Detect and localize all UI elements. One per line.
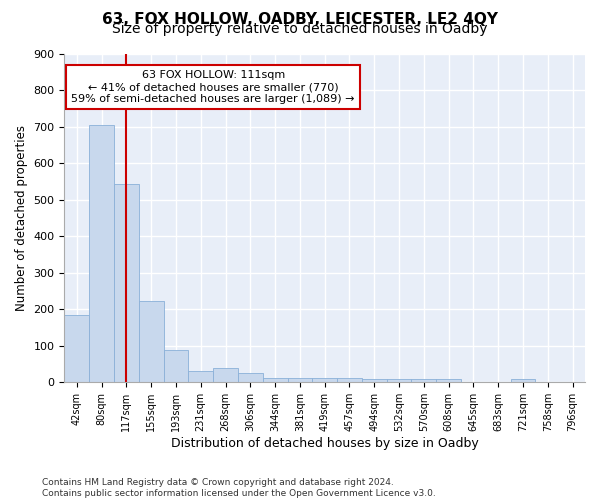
Bar (337, 378, 362, 382)
Bar (362, 379, 386, 382)
Bar (386, 378, 412, 382)
Bar (313, 378, 337, 382)
Bar (263, 378, 287, 382)
X-axis label: Distribution of detached houses by size in Oadby: Distribution of detached houses by size … (171, 437, 479, 450)
Bar (287, 378, 313, 382)
Y-axis label: Number of detached properties: Number of detached properties (15, 125, 28, 311)
Bar (511, 378, 535, 382)
Bar (238, 373, 263, 382)
Bar (164, 350, 188, 382)
Bar (188, 372, 213, 382)
Bar (139, 300, 164, 382)
Text: Contains HM Land Registry data © Crown copyright and database right 2024.
Contai: Contains HM Land Registry data © Crown c… (42, 478, 436, 498)
Bar (213, 368, 238, 382)
Bar (89, 125, 114, 382)
Text: Size of property relative to detached houses in Oadby: Size of property relative to detached ho… (112, 22, 488, 36)
Bar (412, 378, 436, 382)
Bar (64, 315, 89, 382)
Bar (436, 378, 461, 382)
Bar (114, 184, 139, 382)
Text: 63, FOX HOLLOW, OADBY, LEICESTER, LE2 4QY: 63, FOX HOLLOW, OADBY, LEICESTER, LE2 4Q… (102, 12, 498, 28)
Text: 63 FOX HOLLOW: 111sqm
← 41% of detached houses are smaller (770)
59% of semi-det: 63 FOX HOLLOW: 111sqm ← 41% of detached … (71, 70, 355, 104)
